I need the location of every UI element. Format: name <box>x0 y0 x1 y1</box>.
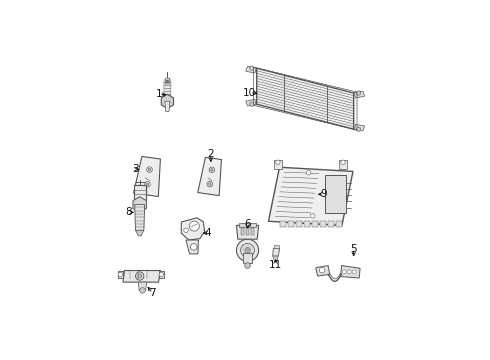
Circle shape <box>250 102 254 106</box>
Bar <box>244 253 252 263</box>
Circle shape <box>241 243 254 257</box>
Polygon shape <box>181 218 204 240</box>
Circle shape <box>311 213 315 218</box>
Bar <box>274 160 282 168</box>
Polygon shape <box>161 94 173 108</box>
Polygon shape <box>257 68 354 129</box>
Polygon shape <box>165 78 170 84</box>
Bar <box>279 221 286 228</box>
Polygon shape <box>354 124 365 131</box>
Text: 5: 5 <box>350 244 357 254</box>
Text: 8: 8 <box>125 207 132 217</box>
Polygon shape <box>165 102 170 111</box>
Text: 9: 9 <box>320 189 327 199</box>
Circle shape <box>356 91 361 95</box>
Text: 7: 7 <box>149 288 156 298</box>
Polygon shape <box>245 99 256 106</box>
Circle shape <box>210 168 213 171</box>
Circle shape <box>209 167 215 172</box>
Circle shape <box>184 228 188 233</box>
Polygon shape <box>245 66 256 73</box>
Polygon shape <box>164 86 171 89</box>
Polygon shape <box>273 256 278 260</box>
Bar <box>246 228 249 235</box>
Circle shape <box>167 80 169 82</box>
Polygon shape <box>133 197 147 212</box>
Bar <box>325 175 346 213</box>
Text: 11: 11 <box>269 260 282 270</box>
Text: 2: 2 <box>208 149 214 159</box>
Polygon shape <box>269 167 353 225</box>
Polygon shape <box>164 80 171 83</box>
Polygon shape <box>237 225 259 239</box>
Polygon shape <box>316 266 330 276</box>
Bar <box>273 245 279 248</box>
Circle shape <box>343 270 346 274</box>
Circle shape <box>145 182 150 187</box>
Circle shape <box>306 171 311 175</box>
Polygon shape <box>136 230 144 236</box>
Bar <box>328 221 334 228</box>
Circle shape <box>146 183 149 186</box>
Text: 6: 6 <box>244 219 251 229</box>
Bar <box>304 221 310 228</box>
Text: 4: 4 <box>205 228 212 238</box>
Circle shape <box>341 160 345 165</box>
Circle shape <box>140 288 145 293</box>
Circle shape <box>159 272 164 276</box>
Polygon shape <box>354 91 365 98</box>
Circle shape <box>208 183 211 185</box>
Bar <box>336 221 342 228</box>
Bar <box>239 223 256 227</box>
Circle shape <box>147 167 152 172</box>
Text: 10: 10 <box>243 88 256 98</box>
Polygon shape <box>186 240 198 254</box>
Polygon shape <box>164 89 171 91</box>
Polygon shape <box>198 157 221 195</box>
Circle shape <box>347 270 351 274</box>
Circle shape <box>276 160 280 165</box>
Text: 1: 1 <box>156 90 162 99</box>
Bar <box>339 160 347 168</box>
Polygon shape <box>164 94 171 97</box>
Circle shape <box>207 181 213 187</box>
Polygon shape <box>123 270 161 282</box>
Polygon shape <box>135 204 145 230</box>
Bar <box>312 221 318 228</box>
Polygon shape <box>341 266 360 278</box>
Circle shape <box>136 272 144 280</box>
Polygon shape <box>138 282 147 291</box>
Bar <box>288 221 294 228</box>
Bar <box>295 221 302 228</box>
Polygon shape <box>164 91 171 94</box>
Circle shape <box>148 168 151 171</box>
Circle shape <box>356 127 361 131</box>
Polygon shape <box>118 271 123 278</box>
Polygon shape <box>273 248 280 256</box>
Bar <box>134 185 146 200</box>
Polygon shape <box>164 83 171 86</box>
Bar <box>320 221 326 228</box>
Circle shape <box>138 274 142 278</box>
Bar <box>241 228 244 235</box>
Polygon shape <box>134 157 160 197</box>
Circle shape <box>118 272 122 276</box>
Circle shape <box>191 244 197 250</box>
Text: 3: 3 <box>132 164 139 174</box>
Circle shape <box>245 263 250 268</box>
Circle shape <box>352 270 356 274</box>
Bar <box>251 228 254 235</box>
Circle shape <box>237 239 259 261</box>
Circle shape <box>245 247 250 253</box>
Polygon shape <box>159 271 164 278</box>
Circle shape <box>319 267 325 273</box>
Circle shape <box>250 66 254 70</box>
Circle shape <box>189 221 199 231</box>
